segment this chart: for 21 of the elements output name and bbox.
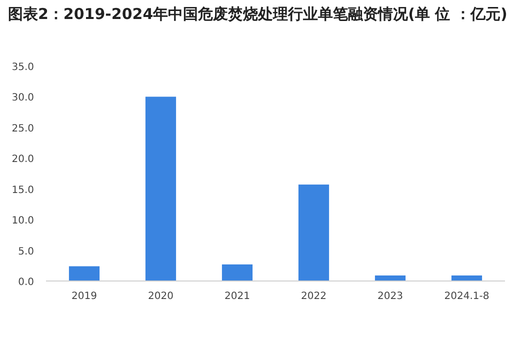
x-tick-label: 2021 (224, 291, 250, 302)
y-tick-label: 5.0 (18, 246, 34, 258)
y-tick-label: 25.0 (12, 123, 34, 134)
bar (451, 275, 482, 281)
y-tick-label: 30.0 (12, 92, 34, 104)
x-tick-label: 2024.1-8 (444, 291, 490, 302)
chart-title: 图表2：2019-2024年中国危废焚烧处理行业单笔融资情况(单 位 ：亿元) (8, 4, 508, 24)
bar (222, 264, 253, 281)
y-tick-label: 0.0 (18, 277, 34, 288)
y-tick-label: 15.0 (12, 184, 34, 196)
bar (298, 184, 330, 281)
x-tick-label: 2019 (72, 291, 97, 302)
bar (68, 266, 100, 281)
y-tick-label: 10.0 (12, 216, 34, 227)
x-tick-label: 2023 (378, 291, 403, 302)
y-tick-label: 35.0 (12, 62, 34, 73)
x-tick-label: 2022 (301, 291, 326, 302)
y-tick-label: 20.0 (12, 154, 34, 166)
bar (145, 96, 176, 281)
bar (374, 275, 406, 281)
x-tick-label: 2020 (148, 291, 174, 302)
